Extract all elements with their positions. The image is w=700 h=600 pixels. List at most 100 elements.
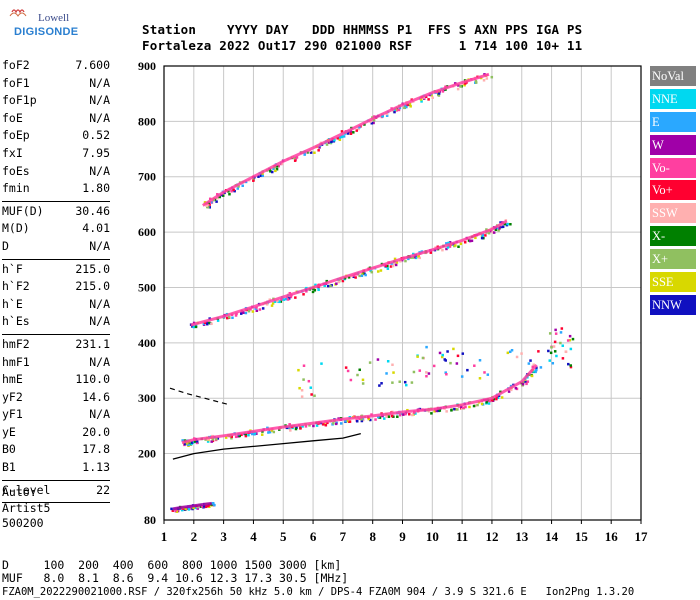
param-key: yE	[2, 424, 16, 439]
echo-dot	[495, 397, 498, 401]
echo-dot	[379, 269, 383, 272]
echo-dot	[298, 386, 301, 390]
echo-dot	[391, 264, 395, 268]
echo-dot	[261, 174, 264, 178]
echo-dot	[330, 140, 333, 144]
echo-dot	[201, 505, 204, 508]
echo-dot	[334, 422, 338, 426]
param-value: N/A	[89, 238, 110, 253]
echo-dot	[413, 411, 416, 414]
echo-dot	[569, 347, 573, 351]
echo-dot	[175, 510, 179, 513]
param-row: hmE 110.0	[2, 372, 110, 390]
echo-dot	[233, 189, 236, 193]
echo-dot	[313, 394, 316, 398]
echo-dot	[481, 235, 484, 239]
echo-dot	[537, 350, 540, 353]
echo-dot	[195, 440, 199, 443]
echo-dot	[496, 396, 500, 399]
echo-dot	[272, 430, 276, 434]
echo-dot	[320, 362, 323, 365]
echo-dot	[408, 102, 412, 106]
echo-dot	[282, 298, 286, 301]
param-row: hmF1 N/A	[2, 355, 110, 373]
echo-dot	[473, 364, 476, 367]
echo-dot	[400, 412, 403, 416]
echo-dot	[196, 507, 199, 510]
echo-dot	[521, 382, 525, 386]
param-row: fmin 1.80	[2, 181, 110, 199]
echo-dot	[498, 227, 501, 230]
echo-dot	[435, 409, 438, 413]
param-row: foEp 0.52	[2, 128, 110, 146]
echo-dot	[549, 351, 553, 355]
echo-dot	[492, 397, 496, 401]
echo-dot	[234, 314, 238, 317]
echo-dot	[552, 345, 556, 348]
echo-dot	[392, 415, 395, 418]
echo-dot	[294, 296, 297, 299]
echo-dot	[230, 436, 233, 440]
echo-dot	[213, 503, 216, 507]
y-tick-label: 200	[138, 447, 156, 461]
echo-dot	[485, 228, 488, 231]
echo-dot	[390, 414, 394, 418]
echo-dot	[226, 316, 229, 320]
y-tick-label: 80	[144, 513, 156, 527]
echo-dot	[210, 322, 213, 325]
echo-dot	[307, 379, 311, 383]
echo-dot	[370, 122, 374, 125]
echo-dot	[367, 417, 371, 421]
echo-dot	[391, 363, 394, 367]
echo-dot	[441, 248, 444, 252]
echo-dot	[346, 369, 350, 373]
echo-dot	[520, 352, 523, 355]
echo-dot	[404, 259, 407, 263]
echo-dot	[551, 361, 555, 365]
param-value: 7.600	[75, 58, 110, 72]
echo-dot	[308, 424, 311, 427]
echo-dot	[530, 374, 534, 378]
echo-dot	[261, 307, 265, 310]
echo-dot	[432, 364, 436, 368]
echo-dot	[230, 435, 234, 438]
echo-dot	[203, 321, 207, 325]
parameter-panel: foF2 7.600 foF1 N/A foF1p N/A foE N/A foEp 0.52 fx…	[2, 58, 110, 505]
echo-dot	[301, 425, 304, 428]
echo-dot	[368, 361, 372, 364]
echo-dot	[550, 346, 553, 349]
echo-dot	[393, 110, 396, 114]
autoscaling-info: Auto: Artist5 500200	[2, 485, 50, 532]
echo-dot	[445, 410, 448, 413]
echo-dot	[405, 383, 408, 387]
trace-e-region-echoes	[172, 501, 212, 511]
echo-dot	[344, 366, 348, 369]
param-key: fxI	[2, 145, 23, 160]
echo-dot	[569, 364, 572, 367]
echo-dot	[265, 303, 269, 306]
echo-dot	[260, 433, 264, 436]
echo-dot	[360, 274, 364, 278]
echo-dot	[244, 311, 248, 315]
param-key: foF2	[2, 58, 30, 72]
echo-dot	[293, 156, 296, 160]
param-key: foF1p	[2, 93, 37, 108]
echo-dot	[411, 256, 415, 259]
y-tick-label: 300	[138, 391, 156, 405]
x-tick-label: 12	[485, 529, 498, 544]
param-key: foEp	[2, 128, 30, 143]
echo-dot	[295, 156, 299, 159]
echo-dot	[240, 312, 243, 315]
echo-dot	[193, 440, 197, 443]
param-value: N/A	[89, 354, 110, 369]
echo-dot	[364, 273, 367, 277]
echo-dot	[568, 334, 572, 338]
echo-dot	[357, 127, 360, 131]
echo-dot	[460, 405, 463, 409]
echo-dot	[427, 410, 431, 413]
param-key: h`E	[2, 296, 23, 311]
echo-dot	[241, 311, 245, 314]
echo-dot	[361, 418, 365, 422]
echo-dot	[418, 256, 421, 260]
echo-dot	[559, 341, 562, 345]
